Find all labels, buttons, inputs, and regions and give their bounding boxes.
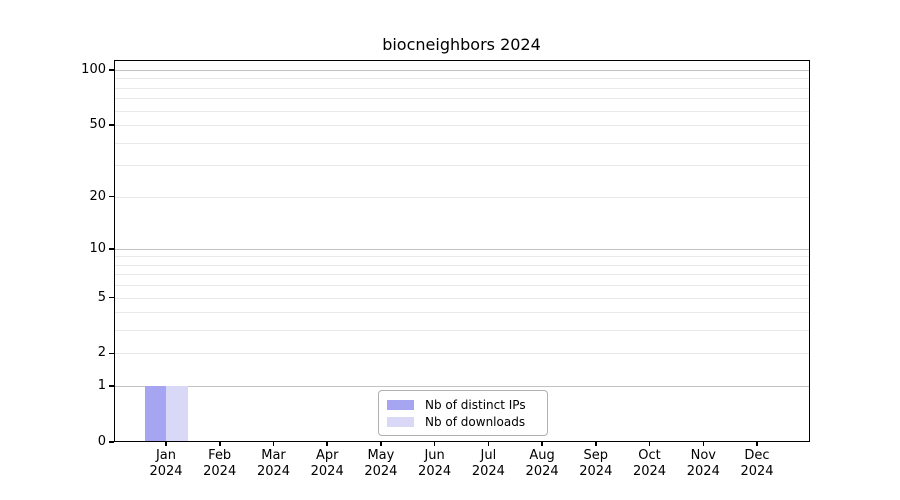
x-tick-month: Oct xyxy=(638,448,661,463)
y-tick-label-50: 50 xyxy=(89,117,106,133)
x-tick-month: Jun xyxy=(424,448,445,463)
x-tick-year: 2024 xyxy=(632,464,667,479)
gridline-minor-3 xyxy=(115,330,809,332)
gridline-minor-60 xyxy=(115,110,809,112)
x-tick-year: 2024 xyxy=(310,464,344,479)
gridline-minor-5 xyxy=(115,297,809,299)
gridline-minor-40 xyxy=(115,142,809,144)
y-tick-label-100: 100 xyxy=(81,62,106,77)
gridline-major-1 xyxy=(115,386,809,388)
gridline-minor-70 xyxy=(115,98,809,100)
x-tick-month: Feb xyxy=(208,448,232,463)
x-tick-month: Aug xyxy=(529,448,555,463)
y-tick-label-10: 10 xyxy=(89,240,106,256)
legend-label-distinct-ips: Nb of distinct IPs xyxy=(425,397,526,412)
x-tick-month: May xyxy=(367,448,395,463)
gridline-minor-20 xyxy=(115,196,809,198)
bar-nb-of-downloads-jan-2024 xyxy=(166,386,188,441)
x-tick-aug-2024 xyxy=(541,442,543,446)
x-tick-label-oct-2024: Oct 2024 xyxy=(618,448,682,480)
x-tick-year: 2024 xyxy=(203,464,237,479)
x-tick-year: 2024 xyxy=(579,464,613,479)
x-tick-may-2024 xyxy=(380,442,382,446)
x-tick-label-jul-2024: Jul 2024 xyxy=(456,448,520,480)
grid-layer xyxy=(115,61,809,441)
x-tick-dec-2024 xyxy=(756,442,758,446)
chart-title: biocneighbors 2024 xyxy=(382,35,541,54)
legend-swatch-distinct-ips xyxy=(387,399,414,410)
x-tick-year: 2024 xyxy=(418,464,452,479)
gridline-minor-2 xyxy=(115,353,809,355)
x-tick-feb-2024 xyxy=(219,442,221,446)
x-tick-label-sep-2024: Sep 2024 xyxy=(564,448,628,480)
x-tick-label-jun-2024: Jun 2024 xyxy=(403,448,467,480)
x-tick-jun-2024 xyxy=(433,442,436,446)
gridline-minor-8 xyxy=(115,264,809,266)
y-tick-label-20: 20 xyxy=(89,188,106,204)
legend-label-downloads: Nb of downloads xyxy=(425,414,526,429)
x-tick-month: Sep xyxy=(583,448,609,463)
x-tick-year: 2024 xyxy=(471,464,505,479)
x-tick-year: 2024 xyxy=(740,464,774,479)
bar-nb-of-distinct-ips-jan-2024 xyxy=(144,386,166,441)
x-tick-year: 2024 xyxy=(686,464,720,479)
x-tick-label-apr-2024: Apr 2024 xyxy=(295,448,359,480)
y-tick-label-5: 5 xyxy=(97,289,106,305)
x-tick-nov-2024 xyxy=(702,442,704,446)
x-tick-month: Mar xyxy=(261,448,286,463)
bars-layer xyxy=(115,61,809,441)
x-tick-month: Jan xyxy=(155,448,177,463)
x-tick-label-jan-2024: Jan 2024 xyxy=(134,448,198,480)
legend-item-downloads: Nb of downloads xyxy=(387,413,539,430)
x-tick-label-mar-2024: Mar 2024 xyxy=(242,448,306,480)
x-tick-year: 2024 xyxy=(364,464,398,479)
x-tick-sep-2024 xyxy=(595,442,597,446)
gridline-minor-7 xyxy=(115,274,809,276)
gridline-minor-90 xyxy=(115,78,809,80)
y-tick-label-0: 0 xyxy=(97,434,106,449)
x-tick-oct-2024 xyxy=(648,442,651,446)
x-tick-jul-2024 xyxy=(487,442,490,446)
gridline-major-100 xyxy=(115,70,809,71)
gridline-major-10 xyxy=(115,248,809,250)
y-tick-label-1: 1 xyxy=(97,378,106,394)
x-tick-month: Jul xyxy=(480,448,497,463)
x-tick-label-aug-2024: Aug 2024 xyxy=(510,448,574,480)
x-tick-mar-2024 xyxy=(272,442,275,446)
gridline-minor-80 xyxy=(115,87,809,89)
gridline-minor-6 xyxy=(115,285,809,287)
gridline-minor-50 xyxy=(115,125,809,127)
x-tick-year: 2024 xyxy=(149,464,183,479)
x-tick-label-nov-2024: Nov 2024 xyxy=(671,448,735,480)
y-tick-label-2: 2 xyxy=(97,345,106,361)
x-tick-label-dec-2024: Dec 2024 xyxy=(725,448,789,480)
x-tick-year: 2024 xyxy=(256,464,291,479)
legend: Nb of distinct IPs Nb of downloads xyxy=(378,390,548,436)
x-tick-month: Dec xyxy=(744,448,770,463)
x-tick-month: Apr xyxy=(315,448,339,463)
x-tick-label-feb-2024: Feb 2024 xyxy=(188,448,252,480)
plot-area: Nb of distinct IPs Nb of downloads xyxy=(114,60,810,442)
legend-swatch-downloads xyxy=(387,416,414,427)
x-tick-month: Nov xyxy=(690,448,716,463)
gridline-minor-30 xyxy=(115,165,809,167)
gridline-minor-9 xyxy=(115,256,809,258)
legend-item-distinct-ips: Nb of distinct IPs xyxy=(387,396,539,413)
x-tick-jan-2024 xyxy=(165,442,167,446)
gridline-minor-4 xyxy=(115,312,809,314)
x-tick-apr-2024 xyxy=(326,442,328,446)
x-tick-year: 2024 xyxy=(525,464,559,479)
x-tick-label-may-2024: May 2024 xyxy=(349,448,413,480)
